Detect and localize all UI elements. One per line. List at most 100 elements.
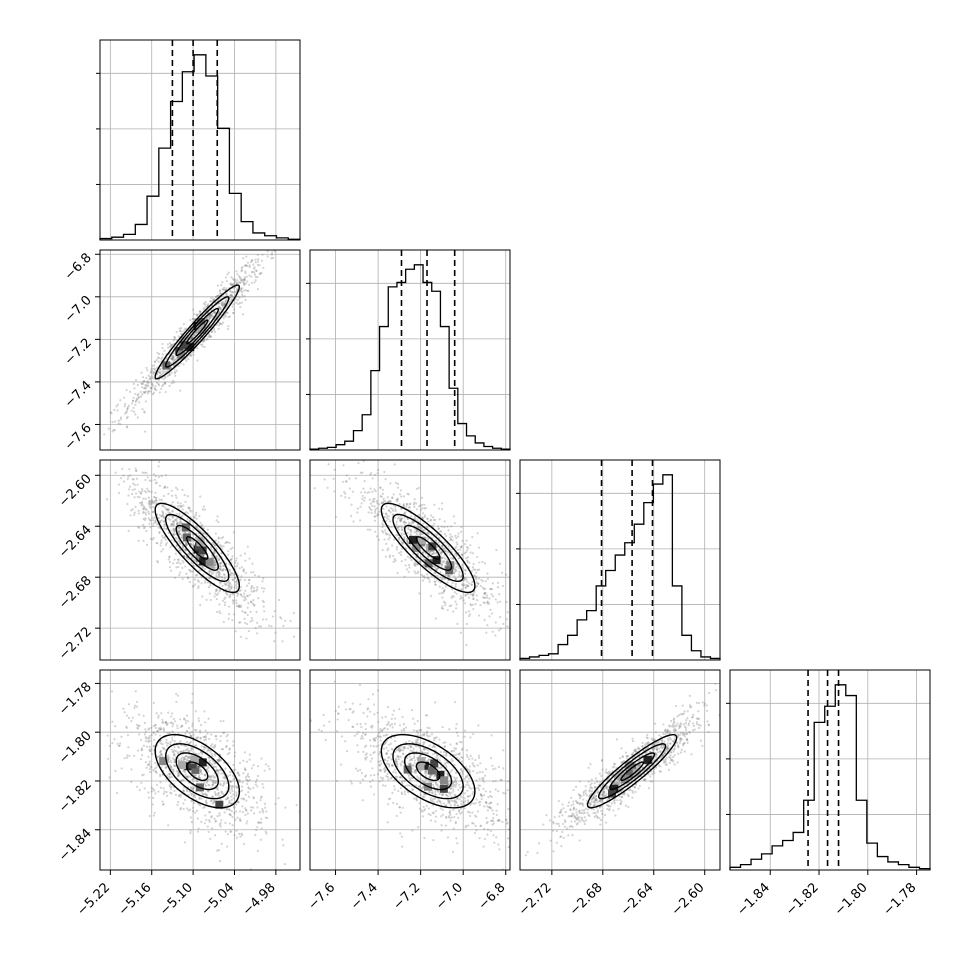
scatter-point [162, 803, 165, 806]
scatter-point [373, 515, 377, 518]
scatter-point [171, 532, 175, 535]
scatter-point [152, 536, 155, 540]
scatter-point [465, 584, 468, 587]
scatter-point [196, 817, 199, 820]
scatter-point [389, 511, 392, 514]
scatter-point [253, 573, 257, 577]
scatter-point [227, 808, 231, 811]
scatter-point [160, 728, 163, 731]
scatter-point [416, 737, 420, 740]
scatter-point [190, 792, 193, 795]
scatter-point [452, 610, 455, 613]
scatter-point [458, 783, 461, 787]
scatter-point [171, 356, 174, 359]
scatter-point [451, 557, 455, 561]
scatter-point [490, 795, 493, 798]
scatter-point [490, 801, 493, 804]
scatter-point [210, 733, 213, 736]
scatter-point [169, 785, 172, 788]
scatter-point [140, 738, 143, 742]
scatter-point [189, 569, 192, 572]
scatter-point [147, 740, 150, 744]
scatter-point [173, 336, 177, 339]
scatter-point [152, 510, 155, 514]
scatter-point [511, 601, 513, 603]
scatter-point [405, 503, 409, 506]
scatter-point [208, 819, 211, 822]
scatter-point [226, 733, 229, 736]
scatter-point [465, 556, 468, 560]
scatter-point [153, 360, 156, 363]
scatter-point [427, 555, 431, 558]
scatter-point [341, 455, 343, 457]
scatter-point [190, 735, 193, 738]
scatter-point [128, 468, 131, 471]
scatter-point [163, 519, 166, 523]
scatter-point [236, 771, 239, 775]
scatter-point [408, 759, 411, 762]
scatter-point [243, 578, 247, 582]
scatter-point [472, 595, 475, 598]
scatter-point [404, 741, 408, 744]
scatter-point [168, 732, 171, 735]
scatter-point [400, 764, 403, 767]
scatter-point [424, 774, 427, 777]
scatter-point [141, 382, 144, 385]
scatter-point [153, 789, 156, 792]
scatter-point [345, 480, 348, 484]
scatter-point [201, 531, 204, 534]
scatter-point [402, 541, 405, 544]
scatter-point [409, 543, 413, 546]
scatter-point [203, 508, 207, 511]
scatter-point [236, 279, 239, 282]
scatter-point [149, 765, 152, 768]
scatter-point [445, 761, 448, 764]
scatter-point [176, 521, 179, 524]
scatter-point [172, 355, 175, 358]
scatter-point [406, 757, 409, 760]
pair-panel-2-1 [309, 455, 513, 661]
scatter-point [436, 525, 440, 528]
scatter-point [252, 598, 255, 602]
scatter-point [448, 783, 451, 786]
scatter-point [232, 602, 235, 605]
scatter-point [250, 806, 253, 809]
scatter-point [173, 372, 176, 375]
density-cell [432, 556, 441, 565]
scatter-point [177, 530, 180, 533]
scatter-point [224, 777, 227, 780]
scatter-point [216, 849, 219, 852]
scatter-point [171, 357, 174, 360]
scatter-point [152, 502, 155, 505]
scatter-point [240, 269, 243, 272]
scatter-point [162, 377, 166, 381]
scatter-point [211, 784, 214, 787]
scatter-point [174, 358, 177, 361]
scatter-point [361, 799, 364, 802]
scatter-point [443, 589, 446, 593]
scatter-point [395, 814, 398, 818]
scatter-point [463, 602, 467, 605]
scatter-point [149, 370, 153, 373]
scatter-point [374, 509, 377, 512]
scatter-point [392, 509, 395, 512]
scatter-point [160, 387, 163, 390]
scatter-point [161, 515, 165, 518]
scatter-point [257, 575, 260, 578]
scatter-point [197, 827, 200, 830]
scatter-point [169, 518, 172, 522]
scatter-point [179, 779, 183, 782]
scatter-point [439, 553, 442, 556]
scatter-point [214, 819, 217, 823]
scatter-point [454, 700, 457, 704]
scatter-point [211, 760, 215, 763]
scatter-point [167, 508, 170, 511]
scatter-point [227, 605, 231, 608]
scatter-point [402, 532, 406, 536]
scatter-point [421, 551, 424, 554]
scatter-point [184, 745, 188, 748]
scatter-point [145, 766, 148, 769]
scatter-point [213, 753, 216, 756]
scatter-point [171, 739, 174, 742]
scatter-point [259, 625, 262, 628]
